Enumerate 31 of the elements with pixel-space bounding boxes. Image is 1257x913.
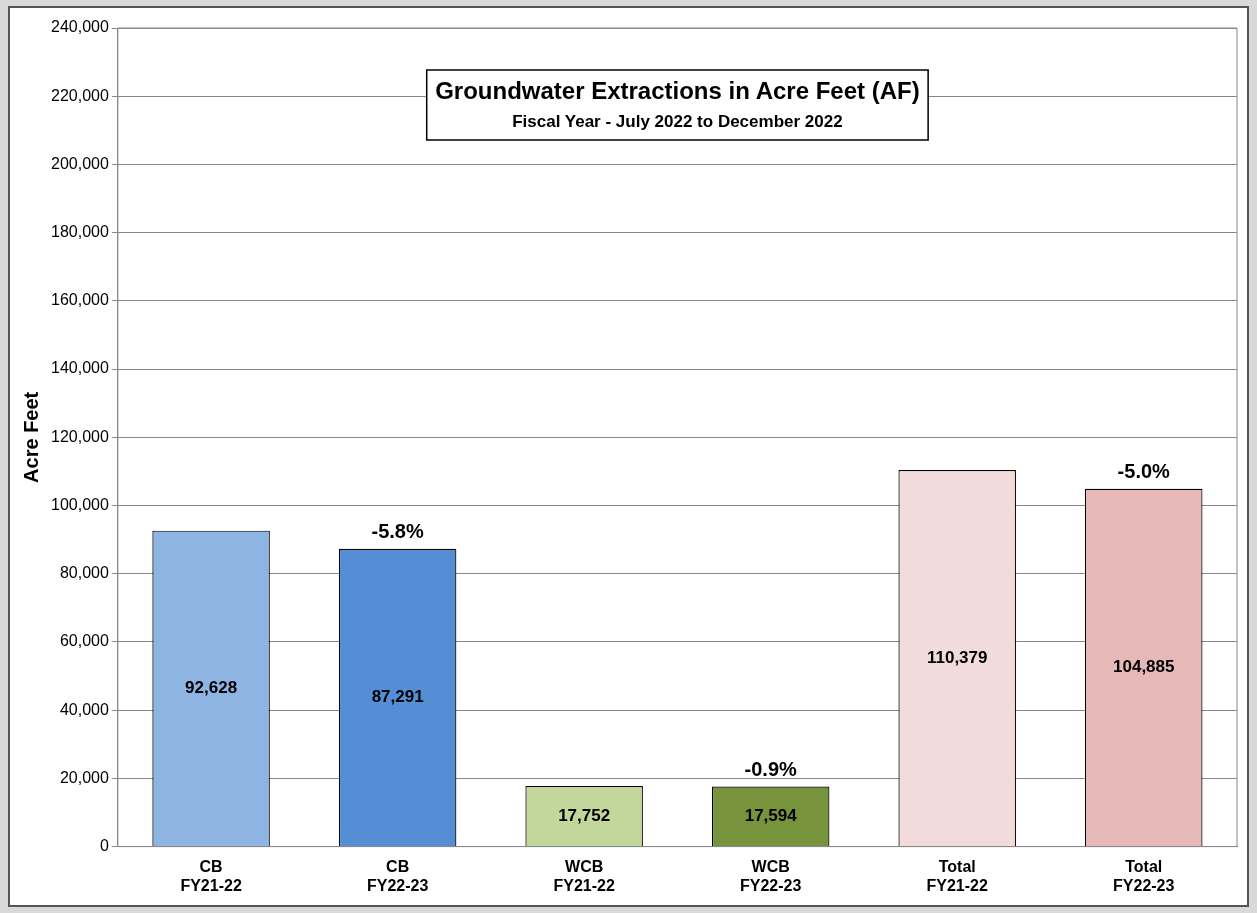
y-axis-title: Acre Feet	[19, 391, 42, 483]
y-tick-label: 0	[99, 837, 109, 855]
data-label: 17,752	[558, 805, 611, 825]
text: Groundwater Extractions in Acre Feet (AF)	[435, 76, 920, 104]
y-tick-label: 40,000	[59, 700, 109, 718]
y-tick-label: 160,000	[50, 291, 109, 309]
y-tick-label: 120,000	[50, 427, 109, 445]
y-tick-label: 100,000	[50, 495, 109, 513]
data-label: 87,291	[371, 687, 424, 707]
x-tick-label: Total FY22-23	[1113, 857, 1175, 894]
annotation: -5.0%	[1117, 460, 1171, 483]
x-tick-label: CB FY21-22	[180, 857, 242, 894]
y-tick-label: 220,000	[50, 86, 109, 104]
x-tick-label: WCB FY22-23	[739, 857, 802, 894]
y-tick-label: 80,000	[59, 564, 109, 582]
y-tick-label: 60,000	[59, 632, 109, 650]
data-label: 92,628	[185, 678, 238, 698]
y-tick-label: 20,000	[59, 768, 109, 786]
text: Fiscal Year - July 2022 to December 2022	[512, 111, 843, 131]
y-tick-label: 180,000	[50, 223, 109, 241]
y-tick-label: 140,000	[50, 359, 109, 377]
x-tick-label: WCB FY21-22	[553, 857, 615, 894]
data-label: 104,885	[1113, 657, 1175, 677]
y-tick-label: 200,000	[50, 154, 109, 172]
y-tick-label: 240,000	[50, 18, 109, 36]
x-tick-label: Total FY21-22	[926, 857, 988, 894]
annotation: -5.8%	[371, 520, 424, 543]
annotation: -0.9%	[744, 758, 798, 781]
x-tick-label: CB FY22-23	[366, 857, 429, 894]
data-label: 110,379	[926, 647, 988, 667]
data-label: 17,594	[744, 806, 798, 826]
